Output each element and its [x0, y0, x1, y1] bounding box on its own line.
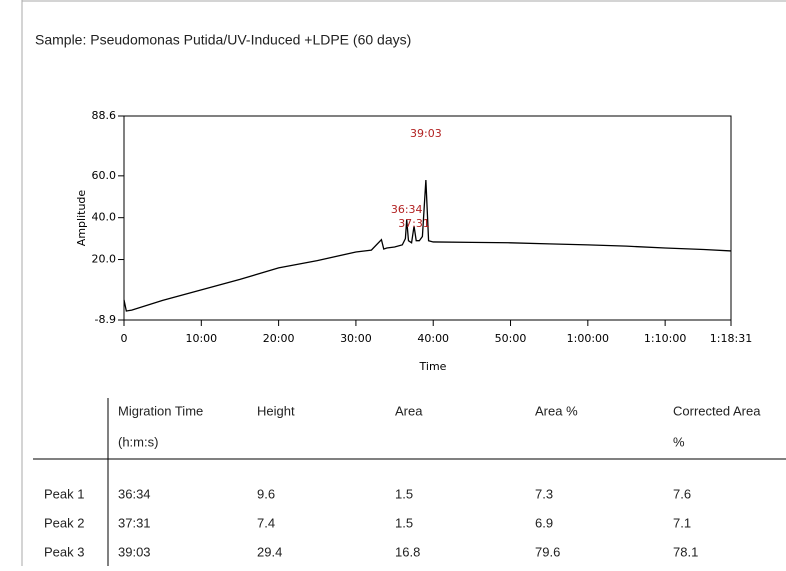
x-tick-label: 10:00 — [185, 332, 217, 345]
peak-label: 36:34 — [391, 203, 423, 216]
cell: 79.6 — [535, 544, 560, 559]
column-header: (h:m:s) — [118, 434, 158, 449]
cell: 7.1 — [673, 515, 691, 530]
y-tick-label: 20.0 — [92, 253, 117, 266]
y-tick-label: -8.9 — [95, 313, 116, 326]
cell: 6.9 — [535, 515, 553, 530]
x-tick-label: 1:10:00 — [644, 332, 686, 345]
x-tick-label: 50:00 — [495, 332, 527, 345]
column-header: Area — [395, 403, 423, 418]
row-label: Peak 3 — [44, 544, 84, 559]
cell: 78.1 — [673, 544, 698, 559]
peak-label: 39:03 — [410, 127, 442, 140]
x-tick-label: 1:00:00 — [567, 332, 609, 345]
y-axis-label: Amplitude — [75, 190, 88, 247]
column-header: Corrected Area — [673, 403, 761, 418]
sample-title: Sample: Pseudomonas Putida/UV-Induced +L… — [35, 32, 411, 48]
column-header: % — [673, 434, 685, 449]
x-tick-label: 20:00 — [263, 332, 295, 345]
cell: 29.4 — [257, 544, 282, 559]
cell: 7.6 — [673, 486, 691, 501]
cell: 7.3 — [535, 486, 553, 501]
column-header: Migration Time — [118, 403, 203, 418]
cell: 1.5 — [395, 515, 413, 530]
peak-label: 37:31 — [398, 217, 430, 230]
cell: 1.5 — [395, 486, 413, 501]
x-tick-label: 30:00 — [340, 332, 372, 345]
row-label: Peak 1 — [44, 486, 84, 501]
cell: 9.6 — [257, 486, 275, 501]
cell: 7.4 — [257, 515, 275, 530]
x-tick-label: 1:18:31 — [710, 332, 752, 345]
x-tick-label: 0 — [121, 332, 128, 345]
y-tick-label: 60.0 — [92, 169, 117, 182]
cell: 36:34 — [118, 486, 151, 501]
cell: 37:31 — [118, 515, 151, 530]
column-header: Height — [257, 403, 295, 418]
row-label: Peak 2 — [44, 515, 84, 530]
y-tick-label: 88.6 — [92, 109, 117, 122]
y-tick-label: 40.0 — [92, 211, 117, 224]
trace — [123, 179, 732, 312]
cell: 16.8 — [395, 544, 420, 559]
column-header: Area % — [535, 403, 578, 418]
cell: 39:03 — [118, 544, 151, 559]
x-axis-label: Time — [419, 360, 447, 373]
x-tick-label: 40:00 — [417, 332, 449, 345]
